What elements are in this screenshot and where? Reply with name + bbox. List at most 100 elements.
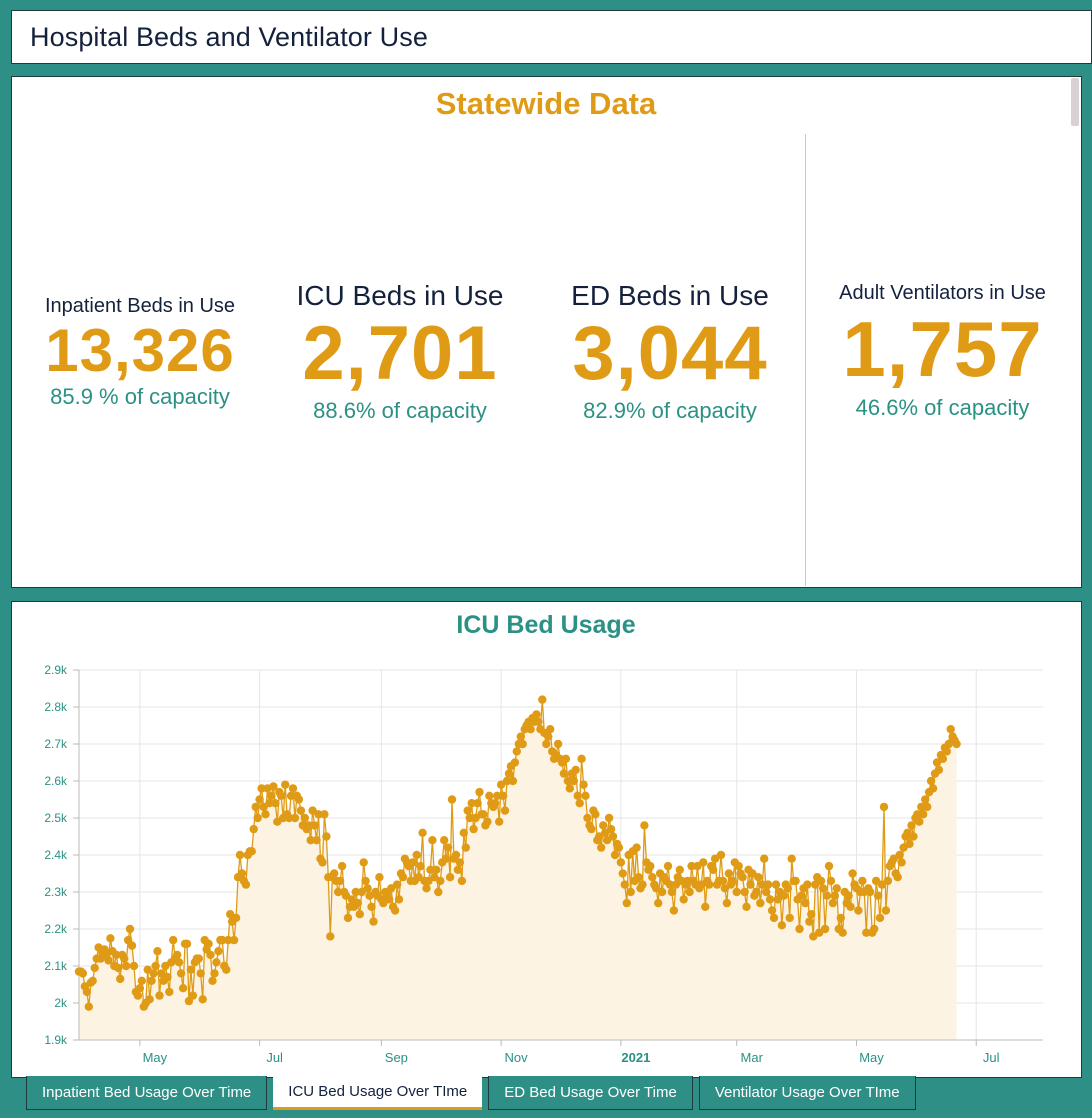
data-point	[312, 836, 321, 845]
data-point	[198, 995, 207, 1004]
data-point	[938, 754, 948, 763]
ventilators-stat: Adult Ventilators in Use 1,757 46.6% of …	[815, 282, 1070, 421]
data-point	[455, 858, 465, 867]
data-point	[176, 969, 186, 978]
data-point	[610, 850, 620, 860]
chart-tabs: Inpatient Bed Usage Over Time ICU Bed Us…	[26, 1076, 922, 1110]
data-point	[758, 880, 767, 889]
ventilators-label: Adult Ventilators in Use	[839, 282, 1046, 304]
x-tick-label: Mar	[741, 1050, 764, 1065]
data-point	[385, 895, 394, 904]
data-point	[463, 806, 472, 815]
data-point	[699, 858, 708, 867]
tab-ventilator-usage[interactable]: Ventilator Usage Over TIme	[698, 1076, 916, 1110]
data-point	[934, 765, 944, 775]
ed-beds-value: 3,044	[572, 311, 768, 396]
data-point	[795, 924, 804, 934]
data-point	[926, 776, 936, 786]
data-point	[222, 965, 231, 974]
data-point	[875, 913, 885, 923]
data-point	[923, 802, 932, 812]
data-point	[196, 969, 205, 978]
data-point	[913, 810, 922, 819]
data-point	[685, 887, 694, 897]
data-point	[754, 873, 763, 882]
data-point	[862, 928, 871, 937]
data-point	[392, 880, 402, 889]
data-point	[153, 947, 162, 956]
data-point	[565, 784, 574, 793]
data-point	[149, 969, 158, 978]
data-point	[634, 873, 643, 882]
data-point	[363, 884, 372, 893]
data-point	[762, 887, 771, 897]
data-point	[361, 876, 370, 886]
data-point	[235, 850, 245, 860]
data-point	[318, 858, 327, 867]
data-point	[732, 887, 741, 897]
data-point	[734, 861, 743, 871]
data-point	[742, 902, 751, 911]
data-point	[145, 995, 154, 1004]
tab-inpatient-usage[interactable]: Inpatient Bed Usage Over Time	[26, 1076, 268, 1110]
data-point	[654, 898, 663, 908]
data-point	[120, 954, 129, 963]
data-point	[846, 902, 855, 911]
panel-scrollbar[interactable]	[1071, 78, 1079, 126]
data-point	[791, 876, 800, 886]
data-point	[451, 850, 461, 860]
data-point	[135, 984, 145, 993]
data-point	[701, 902, 710, 911]
data-point	[465, 813, 474, 823]
ed-beds-capacity: 82.9% of capacity	[583, 398, 757, 423]
data-point	[608, 832, 618, 841]
data-point	[251, 802, 260, 812]
data-point	[469, 824, 478, 834]
data-point	[461, 843, 470, 852]
data-point	[883, 876, 893, 886]
data-point	[534, 717, 543, 726]
data-point	[483, 817, 492, 826]
area-fill	[79, 699, 957, 1040]
y-tick-label: 2.8k	[44, 700, 68, 714]
data-point	[709, 865, 718, 874]
tab-ed-usage[interactable]: ED Bed Usage Over Time	[488, 1076, 693, 1110]
data-point	[632, 843, 641, 852]
data-point	[178, 984, 188, 993]
data-point	[870, 924, 879, 934]
data-point	[459, 828, 468, 837]
data-point	[599, 821, 608, 830]
data-point	[618, 869, 627, 878]
data-point	[504, 769, 514, 778]
data-point	[614, 843, 624, 852]
data-point	[125, 924, 135, 934]
data-point	[441, 854, 451, 863]
data-point	[587, 824, 596, 834]
data-point	[231, 913, 241, 923]
data-point	[249, 824, 258, 834]
data-point	[104, 956, 113, 965]
data-point	[343, 913, 353, 923]
data-point	[212, 958, 221, 967]
data-point	[683, 876, 692, 886]
data-point	[436, 876, 445, 886]
x-tick-label: 2021	[621, 1050, 650, 1065]
data-point	[214, 947, 223, 956]
data-point	[581, 791, 590, 800]
data-point	[777, 921, 787, 930]
window-title-bar: Hospital Beds and Ventilator Use	[11, 10, 1092, 64]
data-point	[946, 725, 955, 734]
y-tick-label: 2.9k	[44, 663, 68, 677]
data-point	[335, 876, 345, 886]
data-point	[832, 884, 841, 893]
data-point	[151, 961, 160, 971]
x-tick-label: Jul	[983, 1050, 1000, 1065]
data-point	[493, 791, 502, 800]
icu-bed-usage-chart[interactable]: 1.9k 2k 2.1k 2.2k 2.3k 2.4k 2.5k 2.6k 2.7k 2.8k 2.…	[0, 600, 1092, 1080]
data-point	[169, 935, 178, 945]
data-point	[828, 898, 838, 908]
data-point	[428, 836, 437, 845]
y-tick-label: 1.9k	[44, 1033, 68, 1047]
data-point	[271, 799, 280, 808]
tab-icu-usage[interactable]: ICU Bed Usage Over TIme	[273, 1076, 483, 1110]
